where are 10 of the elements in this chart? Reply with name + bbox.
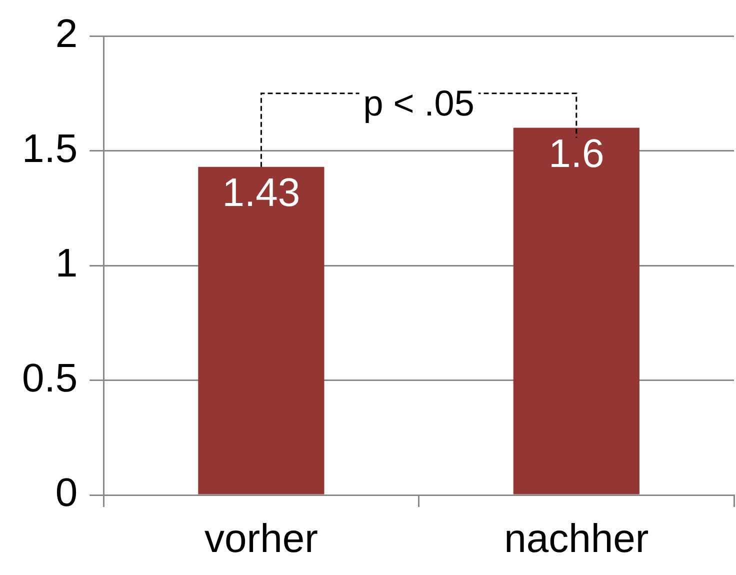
y-tick-label: 2 (55, 12, 78, 56)
annotation: p < .05 (363, 82, 474, 124)
y-tick-label: 1 (55, 242, 78, 286)
y-tick-label: 0.5 (22, 356, 78, 400)
y-tick-label: 1.5 (22, 126, 78, 171)
x-tick-label: vorher (204, 517, 318, 562)
data-label: 1.6 (548, 132, 604, 176)
y-tick-label: 0 (55, 471, 78, 516)
data-label: 1.43 (222, 170, 300, 215)
x-tick-label: nachher (504, 517, 649, 562)
